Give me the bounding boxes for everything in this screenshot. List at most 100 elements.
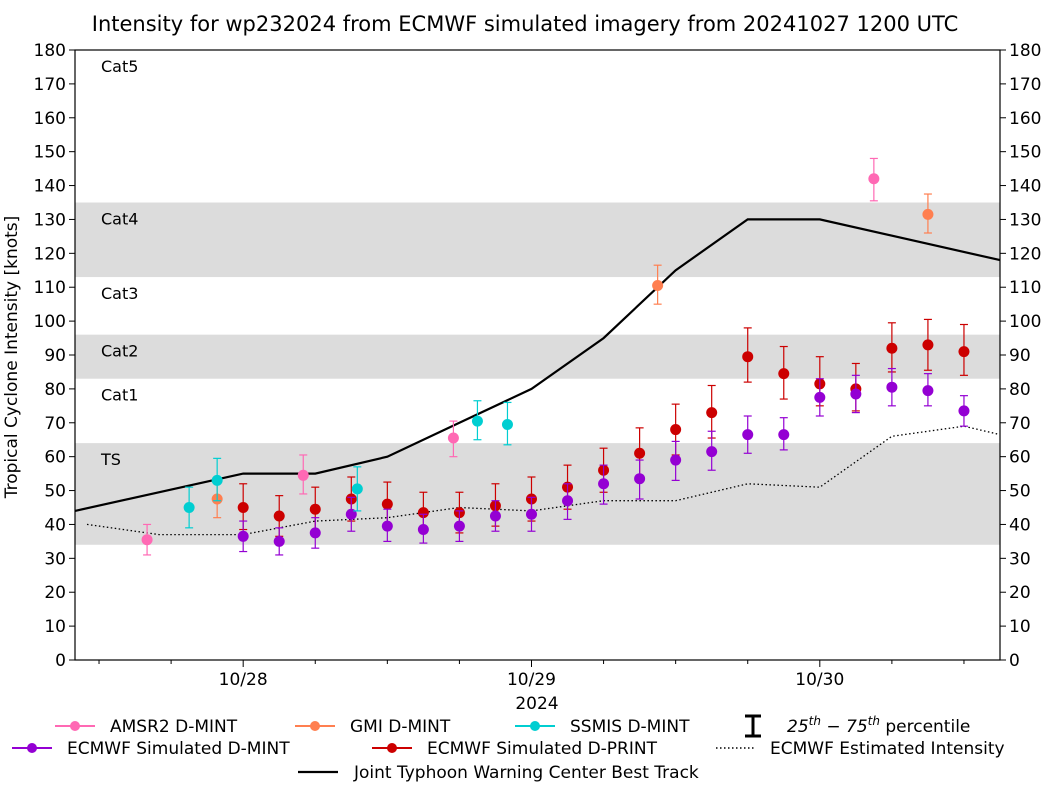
ecmwf-simulated-d-mint-point <box>417 513 429 544</box>
ecmwf-simulated-d-mint-marker <box>850 388 862 400</box>
band-label-cat3: Cat3 <box>101 284 138 303</box>
amsr2-d-mint-marker <box>297 469 309 481</box>
ecmwf-simulated-d-mint-marker <box>309 527 321 539</box>
ecmwf-simulated-d-print-marker <box>742 351 754 363</box>
ecmwf-simulated-d-mint-marker <box>417 524 429 536</box>
ecmwf-simulated-d-mint-marker <box>237 530 249 542</box>
percentile-legend-label: 25th − 75th percentile <box>787 714 970 737</box>
ecmwf-simulated-d-mint-point <box>273 527 285 556</box>
x-tick-label: 10/29 <box>507 670 556 690</box>
ecmwf-simulated-d-mint-marker <box>778 429 790 441</box>
amsr2-d-mint-legend-label: AMSR2 D-MINT <box>110 717 238 737</box>
y-tick-label-right: 140 <box>1009 177 1041 197</box>
y-tick-label-right: 60 <box>1009 448 1031 468</box>
y-tick-label-left: 120 <box>34 244 66 264</box>
ecmwf-simulated-d-print-marker <box>886 342 898 354</box>
gmi-d-mint-legend-marker <box>310 721 320 731</box>
ecmwf-simulated-d-mint-marker <box>273 535 285 547</box>
amsr2-d-mint-legend-marker <box>70 721 80 731</box>
ecmwf-simulated-d-mint-point <box>670 440 682 481</box>
y-tick-label-left: 180 <box>34 41 66 61</box>
ecmwf-simulated-d-mint-marker <box>706 446 718 458</box>
y-tick-label-left: 50 <box>44 482 66 502</box>
ecmwf-simulated-d-print-point <box>958 323 970 376</box>
amsr2-d-mint-point <box>868 157 880 202</box>
ecmwf-simulated-d-mint-point <box>237 520 249 553</box>
y-tick-label-left: 70 <box>44 414 66 434</box>
ecmwf-simulated-d-print-marker <box>381 498 393 510</box>
ssmis-d-mint-point <box>501 401 513 446</box>
gmi-d-mint-marker <box>922 208 934 220</box>
amsr2-d-mint-marker <box>447 432 459 444</box>
ecmwf-simulated-d-print-marker <box>922 339 934 351</box>
ecmwf-simulated-d-mint-marker <box>634 473 646 485</box>
ecmwf-simulated-d-print-marker <box>670 424 682 436</box>
y-tick-label-right: 70 <box>1009 414 1031 434</box>
y-tick-label-right: 120 <box>1009 244 1041 264</box>
y-tick-label-right: 20 <box>1009 583 1031 603</box>
y-tick-label-left: 40 <box>44 515 66 535</box>
y-tick-label-right: 150 <box>1009 143 1041 163</box>
percentile-text: 25 <box>787 717 809 737</box>
x-tick-label: 10/28 <box>219 670 268 690</box>
amsr2-d-mint-point <box>141 523 153 556</box>
ecmwf-simulated-d-mint-marker <box>381 520 393 532</box>
amsr2-d-mint-point <box>297 454 309 495</box>
ssmis-d-mint-point <box>211 457 223 502</box>
ecmwf-simulated-d-mint-point <box>742 415 754 454</box>
ecmwf-simulated-d-mint-point <box>778 417 790 451</box>
track-lines <box>74 218 1001 536</box>
y-tick-label-left: 10 <box>44 617 66 637</box>
ecmwf-simulated-d-print-legend-marker <box>387 743 397 753</box>
y-tick-label-right: 30 <box>1009 549 1031 569</box>
ecmwf-simulated-d-mint-point <box>562 483 574 520</box>
gmi-d-mint-marker <box>652 280 664 292</box>
ecmwf-simulated-d-print-point <box>706 384 718 439</box>
y-tick-label-right: 80 <box>1009 380 1031 400</box>
ecmwf-simulated-d-mint-marker <box>814 391 826 403</box>
ecmwf-simulated-d-print-marker <box>958 346 970 358</box>
y-tick-label-left: 130 <box>34 210 66 230</box>
band-cat2 <box>75 334 1000 379</box>
ecmwf-simulated-d-print-marker <box>309 503 321 515</box>
y-tick-label-left: 110 <box>34 278 66 298</box>
ecmwf-estimated-line <box>86 425 1001 536</box>
band-label-cat1: Cat1 <box>101 386 138 405</box>
ssmis-d-mint-marker <box>211 474 223 486</box>
gmi-d-mint-point <box>652 264 664 305</box>
y-tick-label-left: 60 <box>44 448 66 468</box>
band-ts <box>75 443 1000 545</box>
ecmwf-simulated-d-mint-marker <box>958 405 970 417</box>
amsr2-d-mint-marker <box>868 173 880 185</box>
percentile-text: − 75 <box>821 717 868 737</box>
ssmis-d-mint-marker <box>351 483 363 495</box>
ecmwf-simulated-d-mint-marker <box>489 510 501 522</box>
ecmwf-simulated-d-print-marker <box>237 502 249 513</box>
ecmwf-simulated-d-mint-point <box>598 464 610 505</box>
ecmwf-simulated-d-mint-marker <box>886 381 898 393</box>
ssmis-d-mint-point <box>351 466 363 512</box>
ssmis-d-mint-point <box>183 486 195 529</box>
amsr2-d-mint-point <box>447 420 459 458</box>
y-tick-label-right: 90 <box>1009 346 1031 366</box>
percentile-superscript: th <box>809 714 821 728</box>
percentile-text: percentile <box>880 717 970 737</box>
ecmwf-simulated-d-mint-marker <box>742 429 754 441</box>
category-bands: TS Cat1 Cat2 Cat3 Cat4 Cat5 <box>75 57 1000 545</box>
band-label-cat5: Cat5 <box>101 57 138 76</box>
ecmwf-simulated-d-mint-point <box>453 510 465 542</box>
ecmwf-simulated-d-print-point <box>922 318 934 371</box>
x-axis-label: 2024 <box>515 694 558 714</box>
y-tick-label-left: 160 <box>34 109 66 129</box>
plot-frame <box>74 49 1001 661</box>
y-tick-label-left: 20 <box>44 583 66 603</box>
ecmwf-simulated-d-mint-point <box>922 373 934 407</box>
band-cat4 <box>75 202 1000 278</box>
ecmwf-simulated-d-mint-point <box>525 496 537 532</box>
ecmwf-simulated-d-mint-point <box>634 459 646 500</box>
chart-title: Intensity for wp232024 from ECMWF simula… <box>92 12 959 36</box>
x-tick-label: 10/30 <box>795 670 844 690</box>
best-track-legend-label: Joint Typhoon Warning Center Best Track <box>353 763 699 783</box>
ssmis-d-mint-legend-marker <box>530 721 540 731</box>
